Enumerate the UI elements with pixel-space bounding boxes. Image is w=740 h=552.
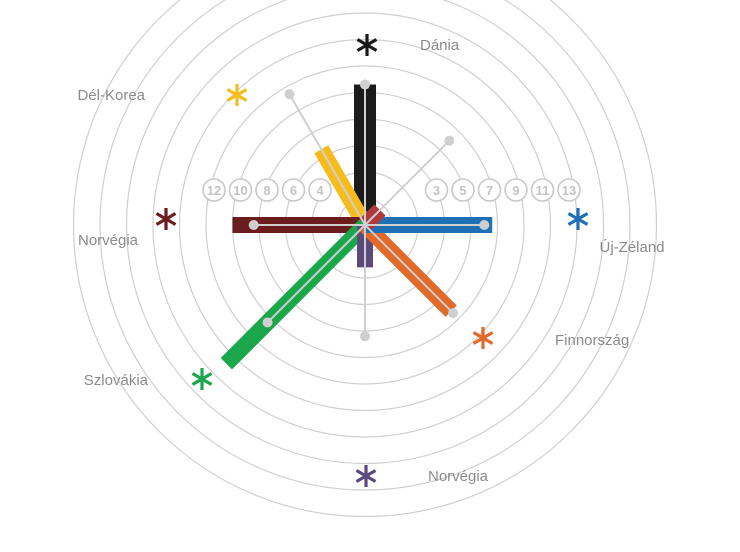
ring-label-badge	[557, 178, 581, 202]
country-labels: Dánia Dél-Korea Norvégia Szlovákia Norvégia F…	[77, 34, 665, 487]
marker-line-3	[266, 224, 366, 324]
ring-label-3: 3	[424, 178, 449, 202]
ring-label-badge	[255, 178, 279, 202]
ring-label-badge	[451, 178, 475, 202]
ring-label-text: 5	[459, 183, 466, 198]
ring-label-7: 7	[477, 178, 502, 202]
marker-dot-1	[284, 89, 295, 100]
ring-label-badge	[504, 178, 528, 202]
ring-label-badge	[281, 178, 306, 202]
ring-label-badge	[202, 178, 226, 202]
marker-dot-2	[248, 220, 259, 230]
country-label-3: Szlovákia	[84, 372, 149, 389]
ring-label-8: 8	[255, 178, 279, 202]
ring-6	[205, 65, 525, 385]
ring-label-5: 5	[451, 178, 475, 202]
ring-label-badge	[477, 178, 502, 202]
ring-label-text: 9	[512, 183, 519, 198]
country-label-2: Norvégia	[78, 232, 139, 249]
marker-dot-0	[360, 79, 370, 90]
marker-dot-7	[444, 135, 455, 146]
asterisk-stroke	[191, 372, 213, 386]
asterisk-stroke	[567, 212, 589, 226]
asterisk-stroke	[355, 469, 377, 483]
ring-label-9: 9	[504, 178, 528, 202]
ring-label-text: 13	[562, 183, 576, 198]
marker-dot-3	[262, 317, 273, 328]
ring-label-text: 3	[433, 183, 440, 198]
asterisk-stroke	[226, 88, 248, 102]
ring-label-text: 8	[263, 183, 270, 198]
asterisk-icon	[226, 84, 248, 106]
ring-label-6: 6	[281, 178, 306, 202]
ring-label-10: 10	[228, 178, 253, 202]
ring-label-text: 6	[290, 183, 297, 198]
ring-label-badge	[530, 178, 555, 202]
ring-11	[72, 0, 658, 518]
ring-label-text: 7	[486, 183, 493, 198]
asterisk-icon	[191, 368, 213, 390]
marker-dot-4	[360, 331, 370, 342]
ring-10	[99, 0, 631, 491]
ring-label-4: 4	[308, 178, 332, 202]
asterisk-icon	[472, 327, 494, 349]
ring-label-13: 13	[557, 178, 581, 202]
asterisk-icon	[356, 34, 378, 56]
asterisk-icon	[567, 208, 589, 230]
ring-label-badge	[308, 178, 332, 202]
country-label-5: Finnország	[555, 332, 629, 349]
asterisk-stroke	[155, 212, 177, 226]
ring-label-text: 10	[233, 183, 247, 198]
ring-label-11: 11	[530, 178, 555, 202]
ring-label-text: 11	[536, 183, 550, 198]
ring-7	[178, 38, 552, 412]
ring-label-badge	[228, 178, 253, 202]
ring-label-text: 12	[207, 183, 221, 198]
marker-dot-5	[448, 308, 459, 319]
marker-lines	[248, 79, 490, 342]
asterisk-stroke	[472, 331, 494, 345]
ring-label-badge	[424, 178, 449, 202]
country-label-1: Dél-Korea	[77, 87, 145, 104]
asterisk-icon	[155, 208, 177, 230]
ring-labels: 4 6 8 10 12 3 5 7 9 11 13	[202, 178, 581, 202]
marker-line-1	[288, 93, 366, 226]
marker-dot-6	[479, 220, 490, 230]
ring-label-text: 4	[316, 183, 324, 198]
marker-line-7	[364, 139, 451, 226]
ring-label-12: 12	[202, 178, 226, 202]
asterisk-stroke	[356, 38, 378, 52]
ring-9	[125, 0, 605, 465]
country-label-4: Norvégia	[428, 468, 489, 485]
country-label-0: Dánia	[420, 37, 460, 54]
marker-line-5	[364, 224, 454, 314]
asterisk-icon	[355, 465, 377, 487]
country-label-6: Új-Zéland	[599, 239, 664, 256]
